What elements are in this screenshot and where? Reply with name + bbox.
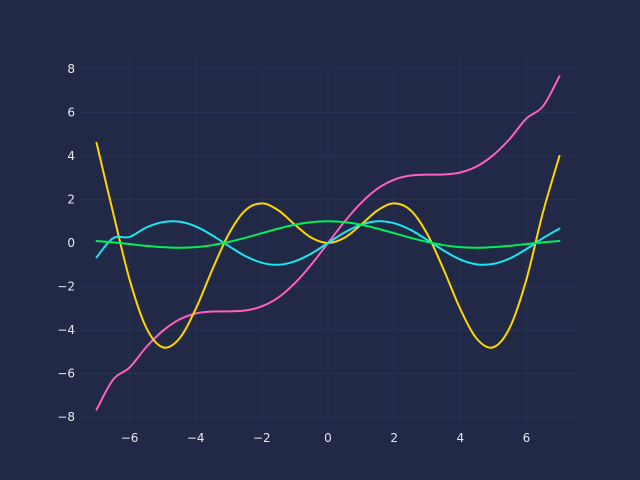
y-tick-label: 2 xyxy=(67,192,75,206)
tick-labels: −6 −4 −2 0 2 4 6 8 6 4 2 0 −2 −4 −6 −8 xyxy=(57,62,530,445)
y-tick-label: −8 xyxy=(57,410,75,424)
y-tick-label: −2 xyxy=(57,280,75,294)
y-tick-label: 0 xyxy=(67,236,75,250)
y-tick-label: −6 xyxy=(57,367,75,381)
x-tick-label: 6 xyxy=(523,431,531,445)
series-lines xyxy=(95,75,561,411)
y-tick-label: −4 xyxy=(57,323,75,337)
series-line-sin-x-x xyxy=(95,220,561,249)
grid xyxy=(80,58,576,428)
series-line-sin-x xyxy=(95,220,561,266)
y-tick-label: 8 xyxy=(67,62,75,76)
y-tick-label: 6 xyxy=(67,105,75,119)
x-tick-label: 4 xyxy=(456,431,464,445)
x-tick-label: −4 xyxy=(187,431,205,445)
x-tick-label: −2 xyxy=(253,431,271,445)
y-tick-label: 4 xyxy=(67,149,75,163)
x-tick-label: 2 xyxy=(390,431,398,445)
x-tick-label: −6 xyxy=(121,431,139,445)
x-tick-label: 0 xyxy=(324,431,332,445)
